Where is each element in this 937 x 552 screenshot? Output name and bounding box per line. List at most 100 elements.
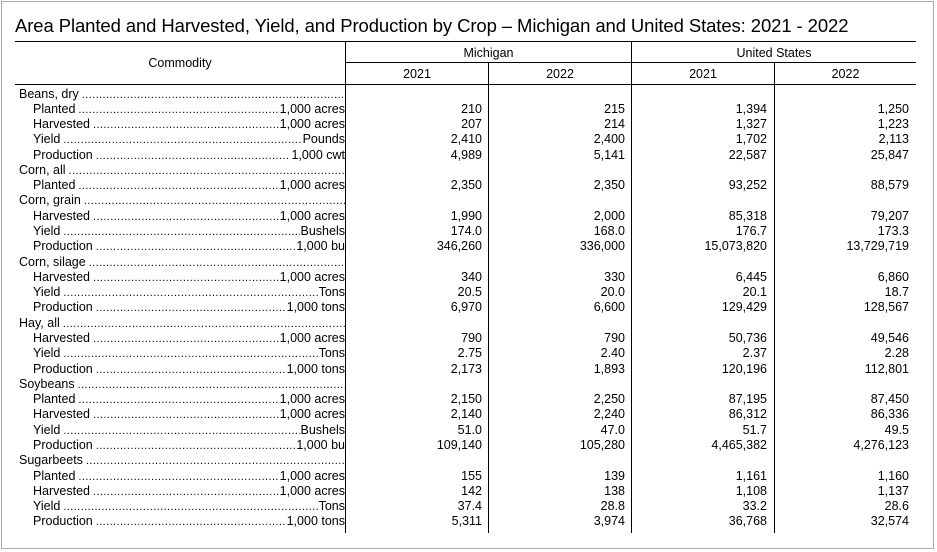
dot-leader [63,133,301,147]
value-cell: 50,736 [728,330,767,345]
value-cell: 33.2 [742,499,767,514]
value-cell: 2,173 [450,361,482,376]
value-cell: 87,450 [870,392,909,407]
table-row: Production 1,000 bu 346,260 336,000 15,073,8… [0,239,937,254]
year-header: 2021 [689,67,717,81]
table-row: Planted 1,000 acres 2,150 2,250 87,195 87,450 [0,392,937,407]
table-row: Production 1,000 tons 2,173 1,893 120,196 112… [0,362,937,377]
column-rule-stub [345,41,346,533]
table-row: Harvested 1,000 acres 790 790 50,736 49,546 [0,331,937,346]
row-stub: Production 1,000 tons [33,362,345,377]
unit-label: 1,000 acres [279,468,345,483]
dot-leader [89,256,345,270]
value-cell: 105,280 [579,437,625,452]
dot-leader [93,408,279,422]
value-cell: 86,312 [728,407,767,422]
table-row: Harvested 1,000 acres 207 214 1,327 1,223 [0,117,937,132]
group-row: Sugarbeets [0,453,937,468]
item-label: Planted [33,392,76,407]
row-stub: Harvested 1,000 acres [33,484,345,499]
value-cell: 129,429 [721,300,767,315]
row-stub: Production 1,000 bu [33,239,345,254]
value-cell: 2.40 [600,346,625,361]
commodity-label: Corn, grain [19,193,81,208]
unit-label: 1,000 tons [286,361,345,376]
table-row: Yield Pounds 2,410 2,400 1,702 2,113 [0,132,937,147]
item-label: Production [33,437,93,452]
dot-leader [69,164,345,178]
value-cell: 49,546 [870,330,909,345]
row-stub: Yield Tons [33,499,345,514]
value-cell: 85,318 [728,208,767,223]
value-cell: 51.0 [457,422,482,437]
row-stub: Production 1,000 tons [33,514,345,529]
value-cell: 6,970 [450,300,482,315]
value-cell: 1,702 [735,132,767,147]
value-cell: 79,207 [870,208,909,223]
unit-label: Tons [318,346,345,361]
commodity-label: Soybeans [19,376,75,391]
value-cell: 4,465,382 [711,437,767,452]
value-cell: 5,141 [593,147,625,162]
value-cell: 128,567 [863,300,909,315]
commodity-header: Commodity [148,56,212,70]
table-row: Yield Tons 2.75 2.40 2.37 2.28 [0,346,937,361]
dot-leader [82,88,345,102]
unit-label: Tons [318,285,345,300]
value-cell: 22,587 [728,147,767,162]
value-cell: 49.5 [884,422,909,437]
top-rule [15,41,916,42]
value-cell: 2,113 [878,132,909,147]
unit-label: 1,000 acres [279,392,345,407]
value-cell: 28.8 [600,499,625,514]
value-cell: 790 [604,330,625,345]
commodity-label: Hay, all [19,315,60,330]
item-label: Production [33,361,93,376]
row-stub: Beans, dry [19,87,345,102]
table-row: Planted 1,000 acres 210 215 1,394 1,250 [0,102,937,117]
group-row: Soybeans [0,377,937,392]
row-stub: Corn, all [19,163,345,178]
table-row: Harvested 1,000 acres 340 330 6,445 6,860 [0,270,937,285]
table-row: Production 1,000 tons 6,970 6,600 129,429 128… [0,300,937,315]
table-title: Area Planted and Harvested, Yield, and P… [15,15,849,36]
unit-label: 1,000 acres [279,269,345,284]
table-row: Yield Tons 20.5 20.0 20.1 18.7 [0,285,937,300]
unit-label: Bushels [300,224,345,239]
unit-label: 1,000 bu [296,239,345,254]
unit-label: Tons [318,499,345,514]
value-cell: 138 [604,483,625,498]
item-label: Production [33,514,93,529]
year-header: 2022 [546,67,574,81]
value-cell: 1,137 [877,483,909,498]
value-cell: 86,336 [870,407,909,422]
value-cell: 346,260 [436,239,482,254]
value-cell: 32,574 [870,514,909,529]
value-cell: 2,140 [450,407,482,422]
dot-leader [78,470,278,484]
unit-label: 1,000 acres [279,117,345,132]
value-cell: 215 [604,101,625,116]
dot-leader [86,454,345,468]
value-cell: 20.5 [457,285,482,300]
value-cell: 214 [604,117,625,132]
row-stub: Yield Tons [33,346,345,361]
unit-label: 1,000 cwt [291,147,345,162]
table-row: Production 1,000 tons 5,311 3,974 36,768 32,5… [0,514,937,529]
value-cell: 37.4 [457,499,482,514]
value-cell: 20.1 [742,285,767,300]
row-stub: Yield Bushels [33,224,345,239]
value-cell: 1,893 [593,361,625,376]
unit-label: Bushels [300,422,345,437]
item-label: Production [33,147,93,162]
value-cell: 155 [461,468,482,483]
column-rule-mi [488,62,489,533]
value-cell: 4,989 [450,147,482,162]
unit-label: 1,000 bu [296,437,345,452]
unit-label: 1,000 acres [279,483,345,498]
value-cell: 176.7 [735,224,767,239]
value-cell: 210 [461,101,482,116]
dot-leader [93,118,279,132]
item-label: Yield [33,224,61,239]
